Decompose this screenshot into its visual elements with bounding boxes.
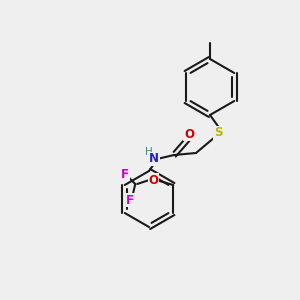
Text: F: F [126,194,134,206]
Text: O: O [184,128,194,140]
Text: O: O [148,173,158,187]
Text: N: N [149,152,159,166]
Text: H: H [145,147,153,157]
Text: F: F [121,167,129,181]
Text: S: S [214,127,222,140]
